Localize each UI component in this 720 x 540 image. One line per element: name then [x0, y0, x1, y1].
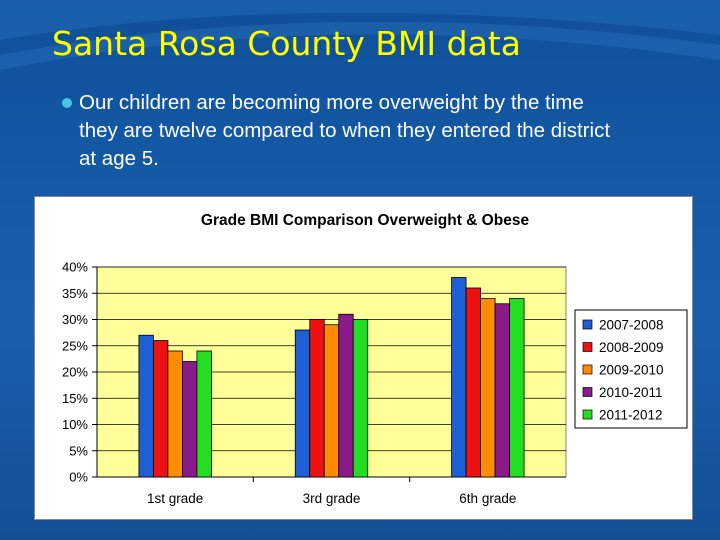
legend-swatch — [582, 364, 593, 375]
legend — [574, 309, 688, 429]
bar-chart: Grade BMI Comparison Overweight & Obese … — [62, 212, 688, 506]
chart-frame: Grade BMI Comparison Overweight & Obese … — [34, 196, 693, 520]
y-tick-label: 15% — [62, 391, 88, 406]
legend-swatch — [582, 387, 593, 397]
bar — [494, 303, 510, 478]
y-tick-label: 30% — [62, 312, 88, 327]
legend-swatch — [582, 342, 593, 352]
bar — [167, 350, 183, 478]
y-tick-label: 20% — [62, 365, 88, 380]
y-tick-label: 10% — [62, 417, 88, 432]
bullet-text: Our children are becoming more overweigh… — [79, 91, 611, 170]
bar — [451, 277, 467, 478]
legend-swatch — [582, 409, 593, 420]
bar — [182, 361, 198, 478]
bar — [294, 329, 311, 478]
bar — [153, 340, 169, 478]
y-tick-label: 35% — [62, 286, 88, 301]
bullet-point: Our children are becoming more overweigh… — [62, 89, 622, 173]
x-tick-label: 1st grade — [147, 491, 203, 506]
legend-label: 2011-2012 — [599, 408, 663, 423]
y-tick-label: 5% — [69, 443, 88, 458]
legend-swatch — [582, 319, 593, 330]
bar — [480, 298, 496, 478]
bar — [323, 324, 340, 478]
chart-title: Grade BMI Comparison Overweight & Obese — [201, 212, 530, 229]
legend-label: 2008-2009 — [599, 340, 664, 355]
bar — [352, 319, 369, 478]
y-tick-label: 25% — [62, 338, 88, 353]
y-tick-label: 0% — [69, 470, 88, 485]
legend-label: 2010-2011 — [599, 385, 663, 400]
bar — [465, 287, 481, 478]
bar — [138, 334, 154, 478]
bar — [196, 350, 212, 478]
page-title: Santa Rosa County BMI data — [52, 24, 521, 63]
legend-label: 2009-2010 — [599, 363, 664, 378]
legend-label: 2007-2008 — [599, 318, 664, 333]
y-tick-label: 40% — [62, 260, 88, 275]
bar — [309, 319, 325, 478]
bullet-dot-icon — [62, 98, 72, 108]
bar — [338, 313, 354, 478]
x-tick-label: 6th grade — [459, 491, 516, 506]
x-tick-label: 3rd grade — [303, 491, 361, 506]
bar — [509, 298, 525, 478]
